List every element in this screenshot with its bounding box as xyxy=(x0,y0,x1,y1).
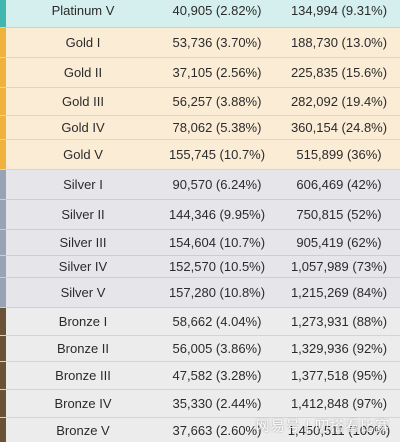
tier-cumulative-count: 905,419 (62%) xyxy=(296,235,382,250)
tier-player-count: 37,663 (2.60%) xyxy=(172,423,262,438)
table-row-gold-v: Gold V 155,745 (10.7%) 515,899 (36%) xyxy=(0,140,400,170)
tier-color-bar xyxy=(0,170,6,199)
tier-cumulative-count: 225,835 (15.6%) xyxy=(290,65,388,80)
tier-name: Bronze III xyxy=(55,368,111,383)
table-row-silver-iv: Silver IV 152,570 (10.5%) 1,057,989 (73%… xyxy=(0,256,400,278)
tier-color-bar xyxy=(0,28,6,57)
tier-name: Gold I xyxy=(65,35,101,50)
tier-cumulative-count: 750,815 (52%) xyxy=(296,207,382,222)
table-row-bronze-i: Bronze I 58,662 (4.04%) 1,273,931 (88%) xyxy=(0,308,400,336)
tier-player-count: 56,257 (3.88%) xyxy=(172,94,262,109)
tier-player-count: 144,346 (9.95%) xyxy=(168,207,266,222)
tier-player-count: 152,570 (10.5%) xyxy=(168,259,266,274)
tier-cumulative-count: 1,057,989 (73%) xyxy=(290,259,388,274)
tier-color-bar xyxy=(0,58,6,87)
tier-name: Silver III xyxy=(59,235,107,250)
tier-name: Bronze II xyxy=(56,341,110,356)
table-row-silver-v: Silver V 157,280 (10.8%) 1,215,269 (84%) xyxy=(0,278,400,308)
tier-name: Gold IV xyxy=(61,120,105,135)
watermark: 网易号 | 叨搭看比赛 xyxy=(255,418,390,434)
tier-cumulative-count: 188,730 (13.0%) xyxy=(290,35,388,50)
tier-player-count: 155,745 (10.7%) xyxy=(168,147,266,162)
table-row-bronze-iv: Bronze IV 35,330 (2.44%) 1,412,848 (97%) xyxy=(0,390,400,418)
tier-color-bar xyxy=(0,256,6,277)
tier-player-count: 47,582 (3.28%) xyxy=(172,368,262,383)
tier-cumulative-count: 282,092 (19.4%) xyxy=(290,94,388,109)
tier-color-bar xyxy=(0,390,6,417)
tier-cumulative-count: 606,469 (42%) xyxy=(296,177,382,192)
tier-player-count: 40,905 (2.82%) xyxy=(172,3,262,18)
tier-name: Bronze V xyxy=(56,423,110,438)
tier-color-bar xyxy=(0,0,6,27)
table-row-silver-iii: Silver III 154,604 (10.7%) 905,419 (62%) xyxy=(0,230,400,256)
tier-name: Gold III xyxy=(62,94,104,109)
tier-name: Bronze I xyxy=(58,314,108,329)
tier-color-bar xyxy=(0,116,6,139)
tier-color-bar xyxy=(0,362,6,389)
tier-player-count: 35,330 (2.44%) xyxy=(172,396,262,411)
table-row-gold-iii: Gold III 56,257 (3.88%) 282,092 (19.4%) xyxy=(0,88,400,116)
tier-color-bar xyxy=(0,200,6,229)
tier-name: Silver II xyxy=(61,207,105,222)
table-row-bronze-iii: Bronze III 47,582 (3.28%) 1,377,518 (95%… xyxy=(0,362,400,390)
tier-color-bar xyxy=(0,336,6,361)
tier-name: Bronze IV xyxy=(54,396,112,411)
tier-name: Silver I xyxy=(63,177,103,192)
tier-name: Silver V xyxy=(60,285,106,300)
tier-player-count: 90,570 (6.24%) xyxy=(172,177,262,192)
tier-name: Platinum V xyxy=(51,3,115,18)
tier-cumulative-count: 1,412,848 (97%) xyxy=(290,396,388,411)
tier-player-count: 53,736 (3.70%) xyxy=(172,35,262,50)
tier-color-bar xyxy=(0,278,6,307)
table-row-platinum-v: Platinum V 40,905 (2.82%) 134,994 (9.31%… xyxy=(0,0,400,28)
tier-cumulative-count: 360,154 (24.8%) xyxy=(290,120,388,135)
tier-color-bar xyxy=(0,230,6,255)
tier-cumulative-count: 1,215,269 (84%) xyxy=(290,285,388,300)
tier-color-bar xyxy=(0,140,6,169)
tier-player-count: 157,280 (10.8%) xyxy=(168,285,266,300)
tier-name: Gold II xyxy=(63,65,103,80)
table-row-silver-ii: Silver II 144,346 (9.95%) 750,815 (52%) xyxy=(0,200,400,230)
tier-cumulative-count: 515,899 (36%) xyxy=(296,147,382,162)
tier-cumulative-count: 1,329,936 (92%) xyxy=(290,341,388,356)
tier-color-bar xyxy=(0,88,6,115)
table-row-gold-ii: Gold II 37,105 (2.56%) 225,835 (15.6%) xyxy=(0,58,400,88)
tier-name: Silver IV xyxy=(58,259,108,274)
tier-player-count: 58,662 (4.04%) xyxy=(172,314,262,329)
tier-name: Gold V xyxy=(63,147,103,162)
tier-cumulative-count: 1,273,931 (88%) xyxy=(290,314,388,329)
tier-cumulative-count: 1,377,518 (95%) xyxy=(290,368,388,383)
table-row-gold-i: Gold I 53,736 (3.70%) 188,730 (13.0%) xyxy=(0,28,400,58)
table-row-bronze-ii: Bronze II 56,005 (3.86%) 1,329,936 (92%) xyxy=(0,336,400,362)
tier-player-count: 56,005 (3.86%) xyxy=(172,341,262,356)
table-row-gold-iv: Gold IV 78,062 (5.38%) 360,154 (24.8%) xyxy=(0,116,400,140)
tier-color-bar xyxy=(0,418,6,442)
tier-player-count: 154,604 (10.7%) xyxy=(168,235,266,250)
table-row-silver-i: Silver I 90,570 (6.24%) 606,469 (42%) xyxy=(0,170,400,200)
tier-color-bar xyxy=(0,308,6,335)
tier-player-count: 37,105 (2.56%) xyxy=(172,65,262,80)
tier-cumulative-count: 134,994 (9.31%) xyxy=(290,3,388,18)
table-row-bronze-v: Bronze V 37,663 (2.60%) 1,450,511 (100%) xyxy=(0,418,400,442)
tier-cumulative-count: 1,450,511 (100%) xyxy=(287,423,391,438)
tier-player-count: 78,062 (5.38%) xyxy=(172,120,262,135)
